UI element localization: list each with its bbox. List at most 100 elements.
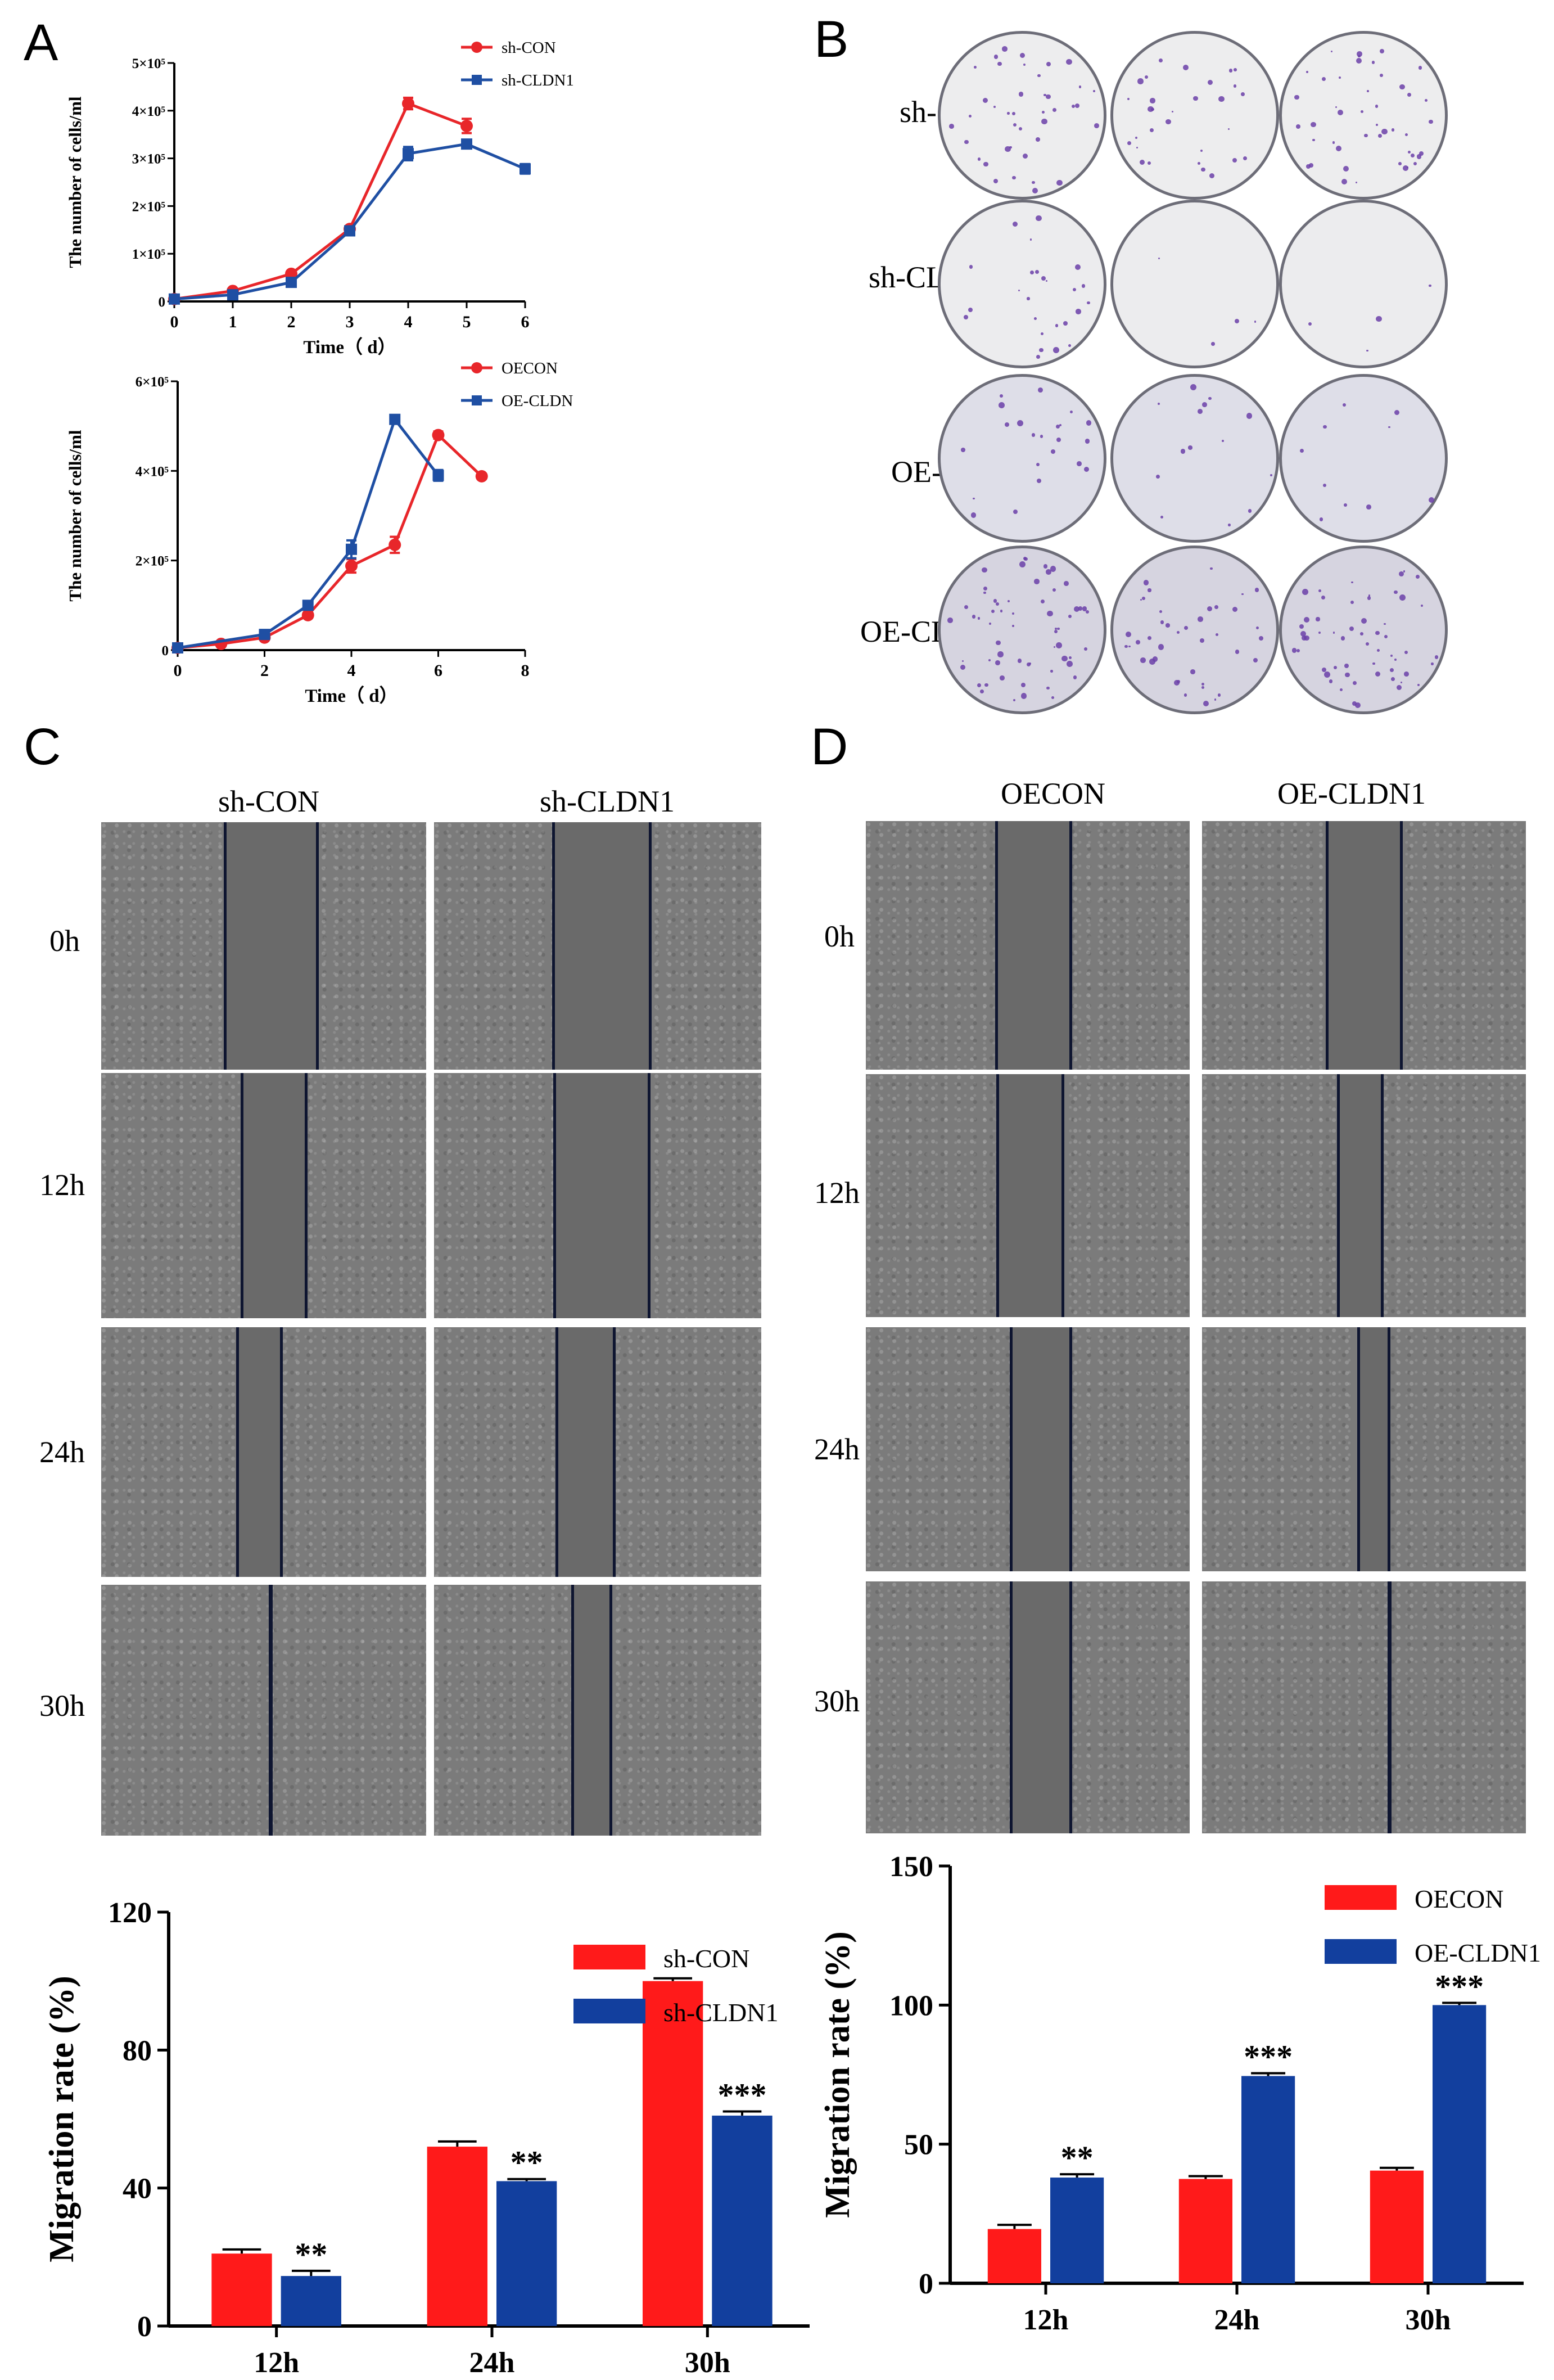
colony-dot — [1182, 64, 1189, 70]
wound-edge-line — [649, 822, 652, 1070]
colony-dot — [1037, 74, 1041, 78]
bar — [1433, 2005, 1487, 2283]
wound-edge-line — [224, 822, 227, 1070]
colony-dot — [1056, 425, 1060, 429]
y-tick-label: 120 — [108, 1897, 152, 1929]
colony-dot — [1020, 693, 1027, 700]
colony-dot — [1208, 396, 1212, 400]
colony-dot — [1068, 656, 1072, 660]
colony-dot — [1135, 136, 1137, 139]
colony-plate-image — [1110, 31, 1279, 200]
colony-dot — [1007, 112, 1010, 115]
colony-dot — [1234, 67, 1237, 71]
colony-dot — [1304, 617, 1310, 623]
colony-dot — [998, 402, 1005, 409]
bar — [1178, 2179, 1232, 2283]
colony-dot — [1180, 448, 1186, 454]
x-tick-label: 24h — [1214, 2304, 1260, 2336]
colony-dot — [1306, 164, 1311, 169]
colony-dot — [1404, 650, 1408, 654]
y-tick-label: 50 — [904, 2129, 933, 2161]
colony-dot — [1068, 615, 1072, 618]
colony-dot — [1335, 106, 1338, 109]
colony-dot — [1214, 605, 1219, 609]
wound-edge-line — [648, 1073, 650, 1318]
colony-dot — [972, 497, 975, 500]
colony-dot — [1020, 682, 1026, 688]
colony-dot — [1379, 49, 1384, 54]
colony-dot — [1332, 141, 1335, 145]
wound-row-label: 0h — [824, 919, 855, 953]
wound-column-label: OE-CLDN1 — [1277, 777, 1426, 810]
data-point — [344, 225, 355, 237]
colony-dot — [1148, 106, 1154, 112]
colony-dot — [1211, 342, 1215, 346]
colony-dot — [1139, 159, 1145, 165]
colony-dot — [1176, 679, 1181, 684]
y-axis-label: The number of cells/ml — [67, 96, 85, 268]
colony-dot — [1073, 606, 1079, 612]
colony-dot — [1323, 671, 1330, 678]
colony-dot — [1084, 466, 1090, 472]
colony-dot — [1375, 123, 1379, 127]
colony-dot — [1000, 394, 1004, 398]
wound-row-label: 24h — [814, 1432, 860, 1466]
colony-dot — [983, 161, 988, 167]
y-tick-label: 4×10⁵ — [135, 464, 169, 479]
colony-dot — [1032, 187, 1038, 194]
colony-dot — [1001, 46, 1008, 52]
data-point — [388, 538, 401, 551]
wound-column-label: sh-CLDN1 — [540, 785, 675, 818]
colony-plate-image — [938, 200, 1106, 368]
wound-gap — [1337, 1074, 1381, 1317]
colony-dot — [1390, 654, 1393, 657]
wound-edge-line — [305, 1073, 308, 1318]
colony-dot — [1218, 96, 1225, 102]
colony-dot — [1378, 134, 1382, 138]
colony-dot — [1403, 570, 1406, 573]
colony-dot — [961, 448, 965, 452]
colony-dot — [1391, 677, 1395, 682]
significance-label: *** — [1435, 1968, 1484, 2004]
colony-dot — [1344, 664, 1349, 669]
x-tick-label: 0 — [174, 661, 182, 680]
colony-dot — [1372, 662, 1375, 665]
colony-dot — [1056, 180, 1063, 186]
colony-dot — [1183, 693, 1187, 697]
wound-edge-line — [1326, 821, 1329, 1070]
y-tick-label: 2×10⁵ — [132, 199, 165, 214]
wound-edge-line — [280, 1327, 283, 1577]
wound-row-label: 0h — [49, 924, 80, 958]
colony-dot — [1365, 642, 1369, 646]
x-tick-label: 1 — [229, 313, 237, 331]
y-tick-label: 150 — [889, 1851, 933, 1883]
legend-label: sh-CON — [663, 1944, 749, 1973]
bar — [496, 2181, 557, 2326]
colony-dot — [1050, 449, 1055, 454]
wound-edge-line — [996, 1074, 999, 1317]
colony-dot — [1210, 567, 1213, 570]
colony-dot — [993, 179, 998, 184]
wound-edge-line — [552, 822, 555, 1070]
colony-plate-image — [938, 546, 1106, 714]
colony-dot — [1070, 411, 1073, 414]
wound-edge-line — [236, 1327, 239, 1577]
colony-dot — [1318, 589, 1321, 593]
y-tick-label: 0 — [159, 295, 166, 310]
data-point — [345, 560, 358, 573]
y-tick-label: 6×10⁵ — [135, 375, 169, 390]
colony-dot — [1005, 146, 1011, 152]
colony-dot — [1375, 671, 1380, 677]
colony-dot — [1145, 75, 1149, 79]
colony-dot — [1391, 128, 1395, 132]
colony-dot — [1233, 84, 1237, 88]
data-point — [259, 629, 270, 641]
colony-dot — [1156, 474, 1160, 479]
colony-dot — [1398, 571, 1404, 577]
colony-dot — [968, 114, 972, 118]
cell-texture — [1202, 1581, 1526, 1833]
data-point — [286, 277, 297, 289]
series-line — [174, 142, 526, 301]
colony-dot — [1031, 433, 1035, 437]
colony-dot — [1384, 623, 1386, 625]
